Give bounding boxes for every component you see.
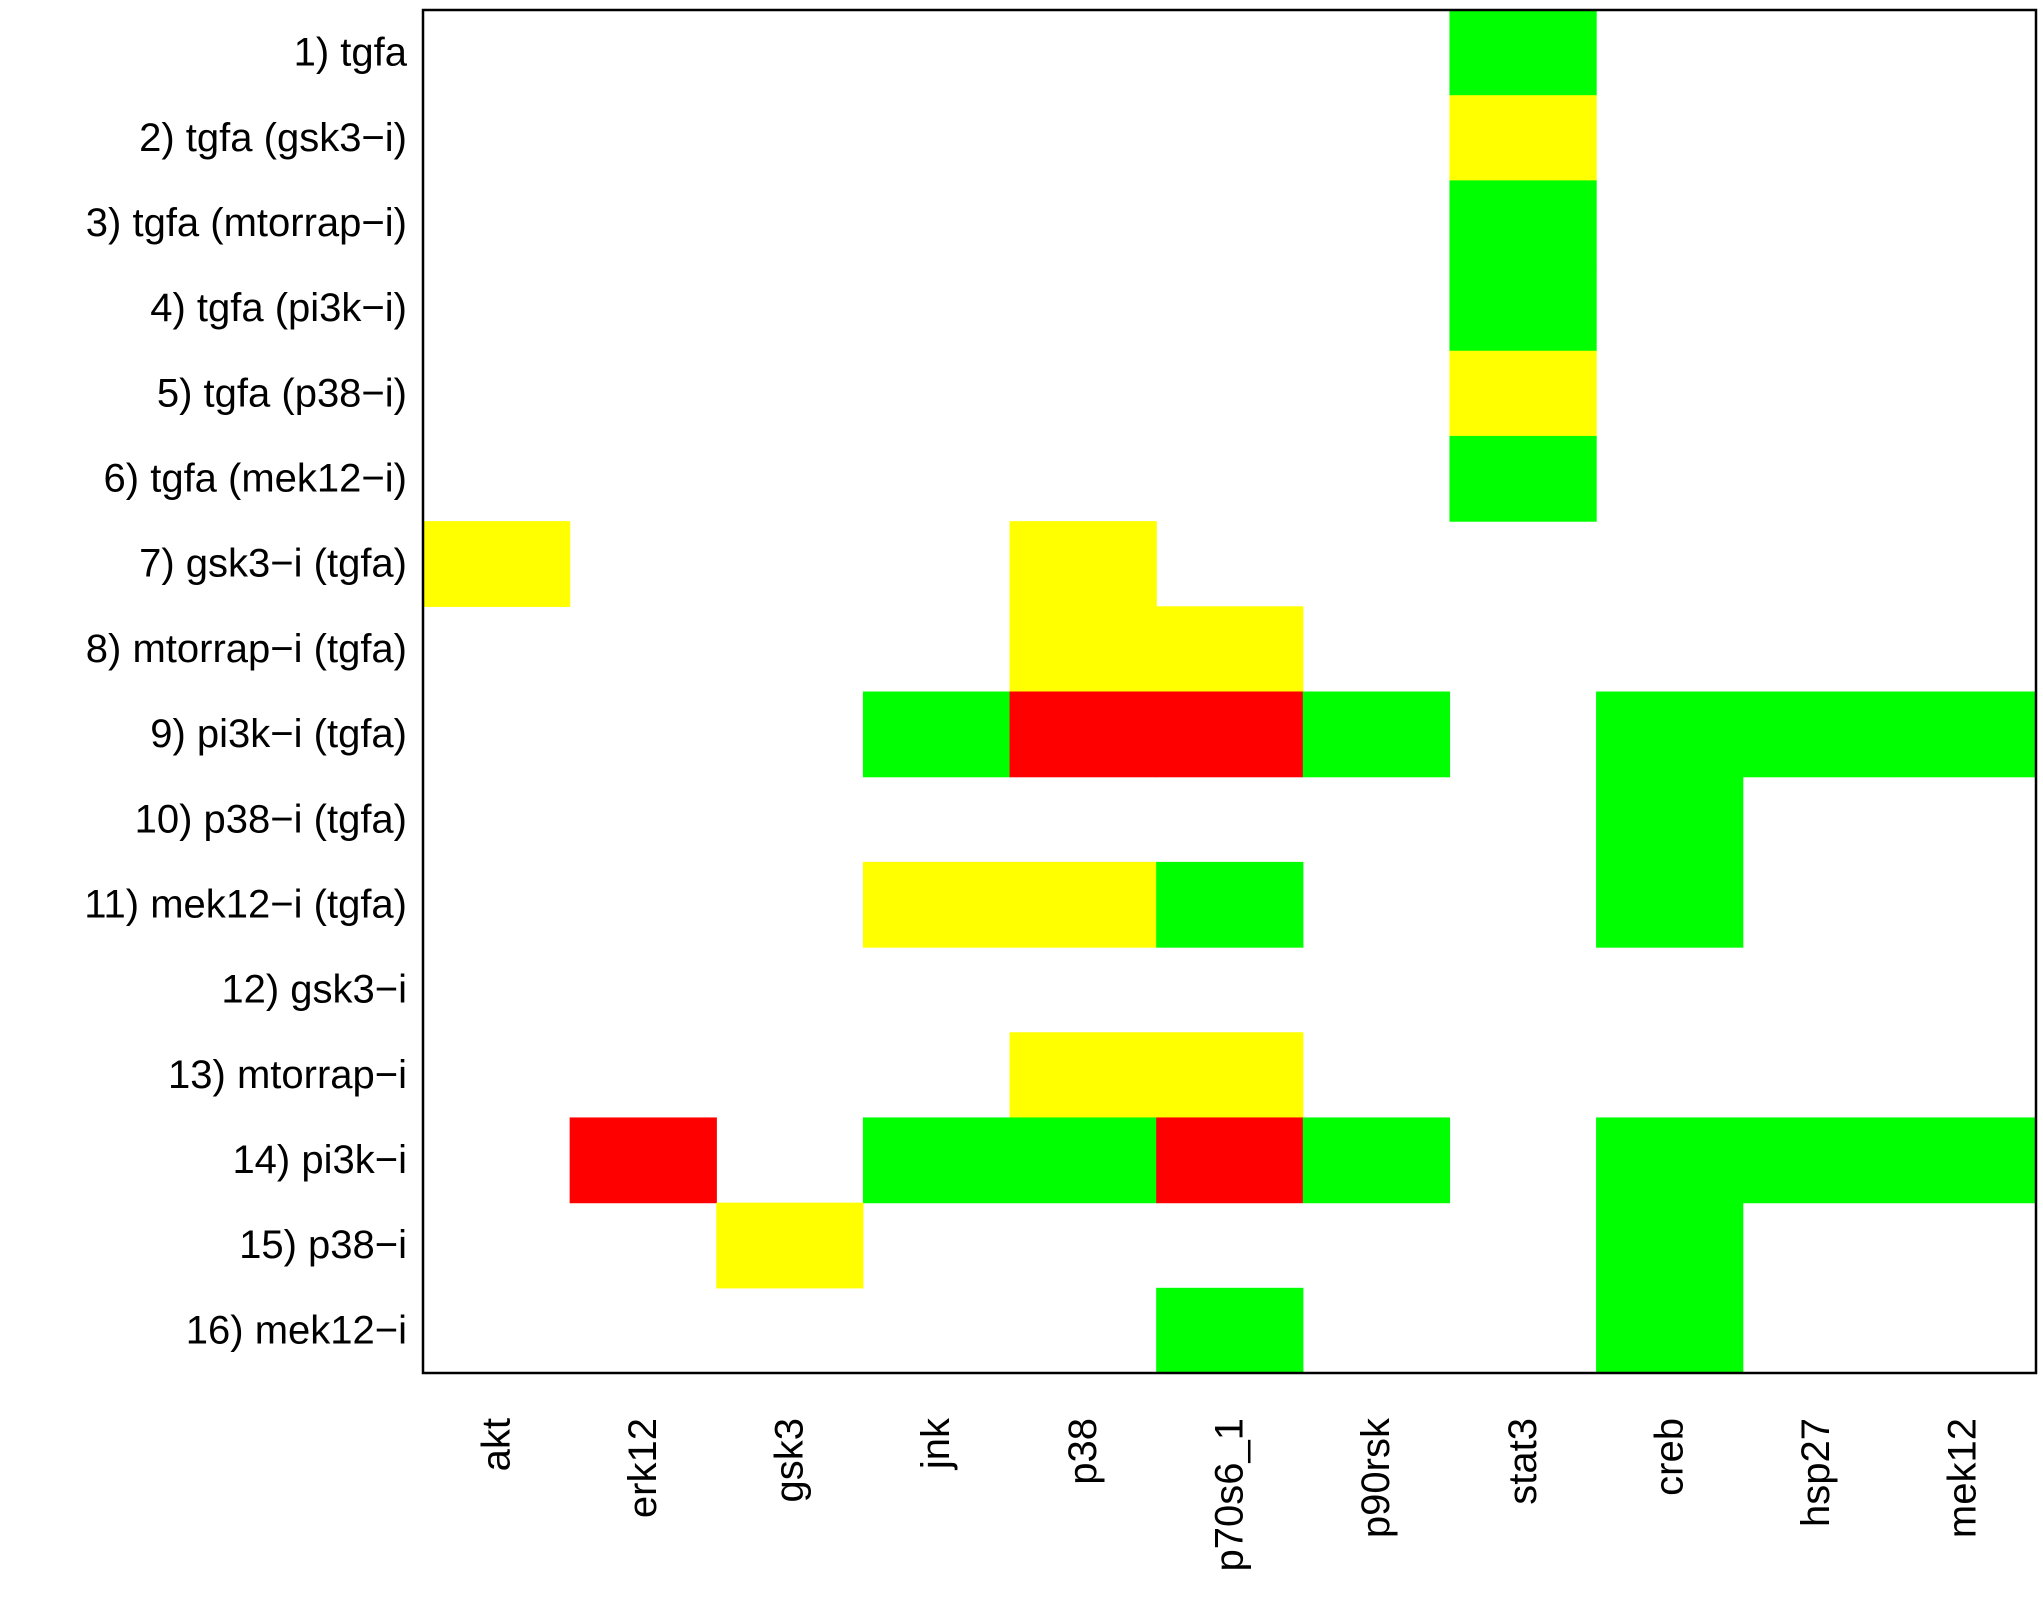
row-label: 16) mek12−i <box>186 1308 407 1352</box>
column-label: hsp27 <box>1794 1418 1838 1527</box>
heatmap-cell-r14-creb <box>1596 1117 1744 1204</box>
row-label: 10) p38−i (tgfa) <box>135 797 407 841</box>
heatmap-cell-r14-jnk <box>862 1117 1011 1204</box>
column-label: stat3 <box>1501 1418 1545 1505</box>
row-label: 13) mtorrap−i <box>168 1053 407 1097</box>
heatmap-cell-r11-p38 <box>1009 861 1157 948</box>
heatmap-cell-r6-stat3 <box>1449 435 1597 522</box>
heatmap-cell-r15-creb <box>1596 1202 1744 1289</box>
heatmap-cell-r15-gsk3 <box>716 1202 864 1289</box>
row-label: 1) tgfa <box>294 31 408 75</box>
heatmap-cell-r16-p70s6_1 <box>1156 1287 1304 1374</box>
heatmap-cell-r13-p38 <box>1009 1032 1157 1119</box>
column-label: mek12 <box>1941 1418 1985 1538</box>
heatmap-cell-r14-p90rsk <box>1302 1117 1451 1204</box>
row-label: 14) pi3k−i <box>232 1138 407 1182</box>
heatmap-cell-r9-mek12 <box>1889 691 2037 778</box>
row-label: 12) gsk3−i <box>221 968 407 1012</box>
row-label: 2) tgfa (gsk3−i) <box>139 116 407 160</box>
heatmap-cell-r8-p38 <box>1009 606 1157 693</box>
heatmap-cell-r9-p90rsk <box>1302 691 1451 778</box>
heatmap-cell-r1-stat3 <box>1449 10 1597 96</box>
row-label: 3) tgfa (mtorrap−i) <box>86 201 407 245</box>
row-label: 9) pi3k−i (tgfa) <box>150 712 407 756</box>
column-label: erk12 <box>621 1418 665 1518</box>
column-label: jnk <box>914 1417 958 1470</box>
heatmap-cell-r8-p70s6_1 <box>1156 606 1304 693</box>
row-label: 15) p38−i <box>239 1223 407 1267</box>
heatmap-cell-r14-mek12 <box>1889 1117 2037 1204</box>
row-labels: 1) tgfa 2) tgfa (gsk3−i) 3) tgfa (mtorrap−… <box>84 31 407 1353</box>
row-label: 8) mtorrap−i (tgfa) <box>86 627 407 671</box>
row-label: 5) tgfa (p38−i) <box>157 371 407 415</box>
heatmap-cell-r9-p70s6_1 <box>1156 691 1304 778</box>
heatmap-cell-r11-creb <box>1596 861 1744 948</box>
heatmap-cell-r9-jnk <box>862 691 1011 778</box>
column-label: p70s6_1 <box>1208 1418 1252 1571</box>
column-label: gsk3 <box>768 1418 812 1503</box>
row-label: 4) tgfa (pi3k−i) <box>150 286 407 330</box>
heatmap-cell-r14-p70s6_1 <box>1156 1117 1304 1204</box>
column-label: p38 <box>1061 1418 1105 1485</box>
heatmap-cells <box>423 10 2037 1374</box>
heatmap-cell-r9-p38 <box>1009 691 1157 778</box>
heatmap-cell-r7-akt <box>423 521 571 607</box>
row-label: 6) tgfa (mek12−i) <box>104 457 407 501</box>
heatmap-cell-r11-p70s6_1 <box>1156 861 1304 948</box>
heatmap-cell-r13-p70s6_1 <box>1156 1032 1304 1119</box>
heatmap-cell-r5-stat3 <box>1449 350 1597 437</box>
heatmap-cell-r10-creb <box>1596 776 1744 863</box>
column-label: p90rsk <box>1354 1417 1398 1538</box>
heatmap-cell-r4-stat3 <box>1449 265 1597 352</box>
heatmap-cell-r9-hsp27 <box>1742 691 1890 778</box>
heatmap-cell-r7-p38 <box>1009 521 1157 607</box>
heatmap-cell-r3-stat3 <box>1449 180 1597 267</box>
heatmap-cell-r14-p38 <box>1009 1117 1157 1204</box>
heatmap-cell-r11-jnk <box>862 861 1011 948</box>
column-label: akt <box>474 1418 518 1471</box>
heatmap-cell-r16-creb <box>1596 1287 1744 1374</box>
heatmap-cell-r2-stat3 <box>1449 95 1597 181</box>
row-label: 7) gsk3−i (tgfa) <box>139 542 407 586</box>
heatmap-cell-r14-hsp27 <box>1742 1117 1890 1204</box>
heatmap-cell-r14-erk12 <box>569 1117 717 1204</box>
row-label: 11) mek12−i (tgfa) <box>84 882 407 926</box>
column-label: creb <box>1647 1418 1691 1496</box>
heatmap-cell-r9-creb <box>1596 691 1744 778</box>
plot-frame <box>421 8 2038 1375</box>
column-labels: akt erk12 gsk3 jnk p38 p70s6_1 p90rsk stat3 creb… <box>474 1417 1984 1571</box>
